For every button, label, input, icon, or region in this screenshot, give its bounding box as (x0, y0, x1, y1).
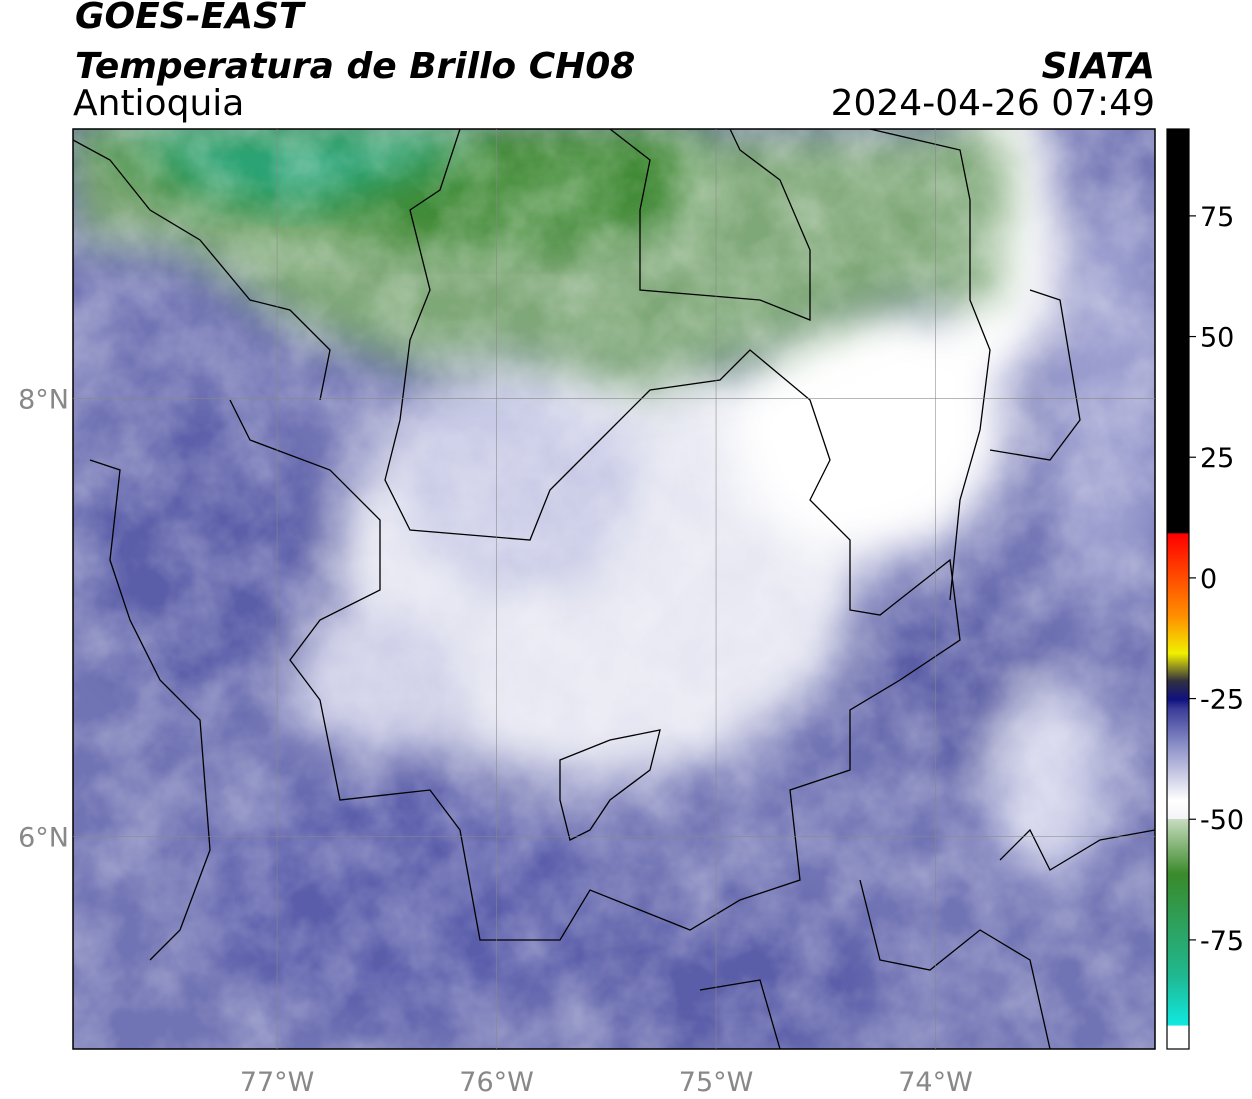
x-tick-label: 75°W (679, 1067, 754, 1098)
colorbar-tick-label: 50 (1200, 323, 1234, 354)
y-tick-label: 8°N (18, 384, 69, 415)
colorbar (1166, 128, 1190, 1050)
x-tick-label: 77°W (240, 1067, 315, 1098)
timestamp: 2024-04-26 07:49 (831, 83, 1155, 124)
region: Antioquia (73, 83, 244, 124)
x-tick-label: 74°W (898, 1067, 973, 1098)
source: SIATA (1042, 46, 1155, 87)
map-frame (72, 128, 1156, 1050)
colorbar-tick-label: -75 (1200, 926, 1244, 957)
subtitle: Temperatura de Brillo CH08 (75, 46, 635, 87)
x-tick-label: 76°W (459, 1067, 534, 1098)
colorbar-tick-label: -50 (1200, 805, 1244, 836)
satellite-image (73, 129, 1155, 1049)
y-tick-label: 6°N (18, 823, 69, 854)
title: GOES-EAST (75, 0, 306, 37)
colorbar-tick-label: 75 (1200, 202, 1234, 233)
colorbar-tick-label: 25 (1200, 443, 1234, 474)
colorbar-tick-label: -25 (1200, 685, 1244, 716)
colorbar-tick-label: 0 (1200, 564, 1217, 595)
